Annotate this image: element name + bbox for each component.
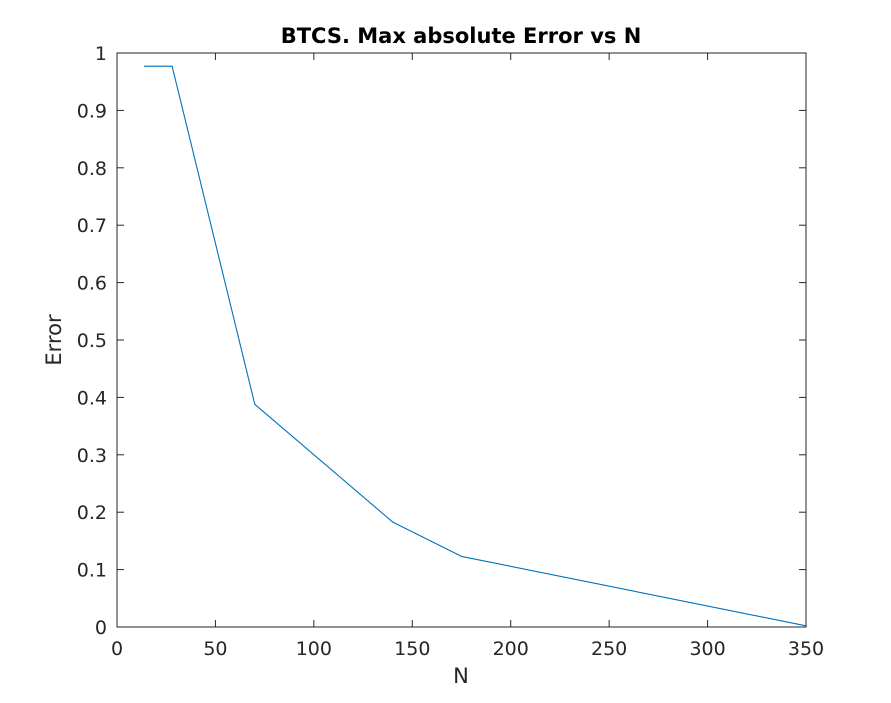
x-tick-label: 50	[203, 638, 227, 660]
chart-title: BTCS. Max absolute Error vs N	[281, 24, 642, 48]
y-tick-label: 0.7	[77, 215, 107, 237]
y-tick-label: 0.3	[77, 445, 107, 467]
x-tick-label: 250	[591, 638, 627, 660]
data-point	[143, 65, 146, 67]
data-point	[392, 521, 394, 523]
x-tick-label: 200	[493, 638, 529, 660]
data-point	[460, 555, 463, 557]
y-axis-label: Error	[42, 314, 66, 366]
y-tick-label: 0.2	[77, 502, 107, 524]
y-tick-label: 0.6	[77, 273, 107, 295]
data-point	[254, 403, 256, 405]
series-line-0	[144, 65, 807, 627]
y-axis-tick-labels: 0 0.1 0.2 0.3 0.4 0.5 0.6 0.7 0.8 0.9 1	[77, 43, 107, 639]
y-tick-label: 1	[95, 43, 107, 65]
x-tick-label: 100	[296, 638, 332, 660]
x-axis-ticks	[116, 53, 807, 627]
y-tick-label: 0.9	[77, 100, 107, 122]
data-point	[171, 65, 173, 67]
x-tick-label: 150	[394, 638, 430, 660]
x-tick-label: 0	[111, 638, 123, 660]
plot-area	[117, 53, 806, 627]
plot-frame	[116, 52, 807, 628]
y-tick-label: 0	[95, 617, 107, 639]
y-tick-label: 0.8	[77, 158, 107, 180]
x-tick-label: 300	[689, 638, 725, 660]
y-tick-label: 0.5	[77, 330, 107, 352]
x-axis-tick-labels: 0 50 100 150 200 250 300 350	[111, 638, 824, 660]
x-tick-label: 350	[788, 638, 824, 660]
y-tick-label: 0.4	[77, 387, 107, 409]
x-axis-label: N	[453, 664, 469, 688]
y-tick-label: 0.1	[77, 560, 107, 582]
